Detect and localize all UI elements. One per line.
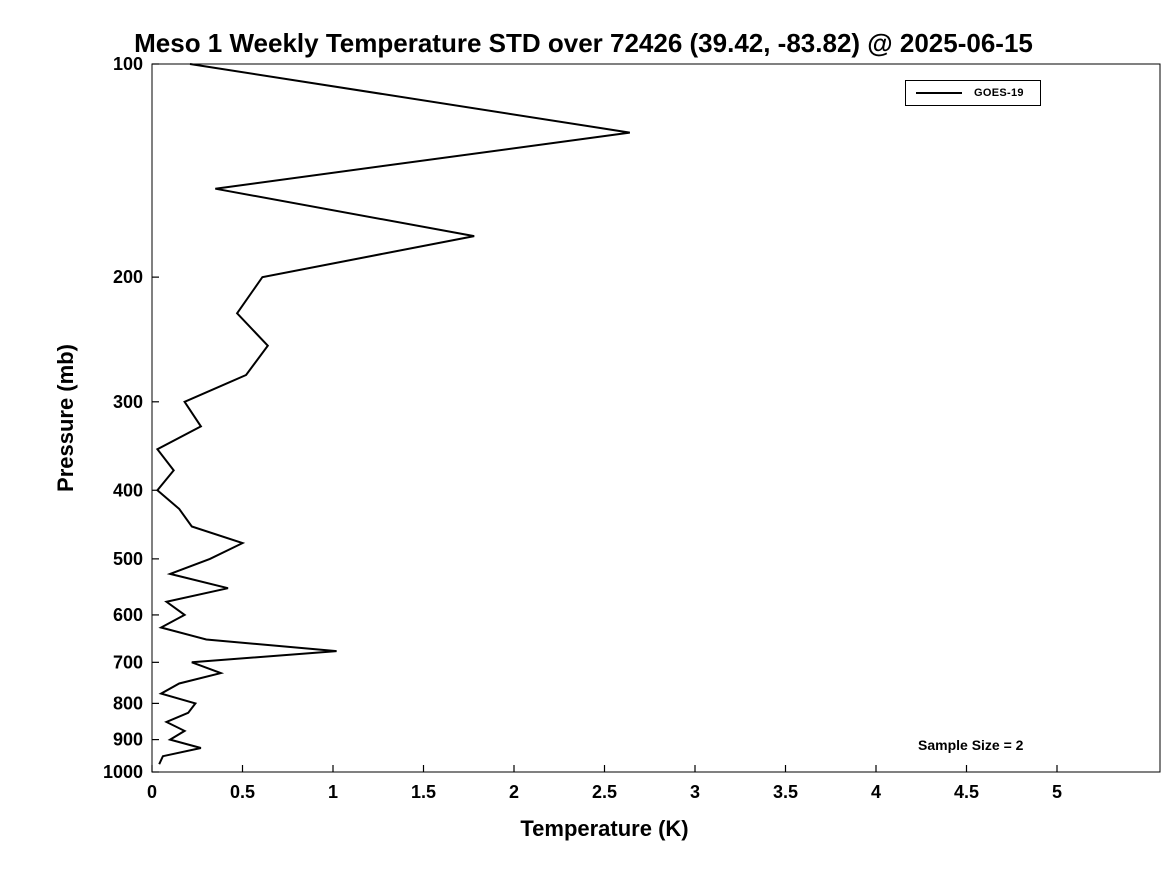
x-tick-label: 4.5 [954,782,979,802]
x-tick-label: 2.5 [592,782,617,802]
x-tick-label: 2 [509,782,519,802]
y-tick-label: 300 [113,392,143,412]
x-tick-label: 1 [328,782,338,802]
y-tick-label: 600 [113,605,143,625]
data-line-goes-19 [155,63,630,765]
y-tick-label: 700 [113,652,143,672]
y-tick-label: 900 [113,730,143,750]
axes-box [151,63,1161,773]
legend-line-sample [916,92,962,94]
y-tick-label: 800 [113,693,143,713]
legend: GOES-19 [905,80,1041,106]
x-tick-label: 0 [147,782,157,802]
x-tick-label: 1.5 [411,782,436,802]
legend-label-goes-19: GOES-19 [974,87,1024,99]
x-tick-label: 5 [1052,782,1062,802]
x-axis-label: Temperature (K) [520,816,689,841]
x-tick-label: 0.5 [230,782,255,802]
y-tick-label: 1000 [103,762,143,782]
sample-size-annotation: Sample Size = 2 [918,737,1024,753]
y-tick-label: 200 [113,267,143,287]
y-tick-label: 500 [113,549,143,569]
y-tick-label: 100 [113,54,143,74]
x-tick-label: 3.5 [773,782,798,802]
x-tick-label: 3 [690,782,700,802]
x-tick-label: 4 [871,782,881,802]
chart-title: Meso 1 Weekly Temperature STD over 72426… [134,28,1033,58]
y-tick-label: 400 [113,480,143,500]
